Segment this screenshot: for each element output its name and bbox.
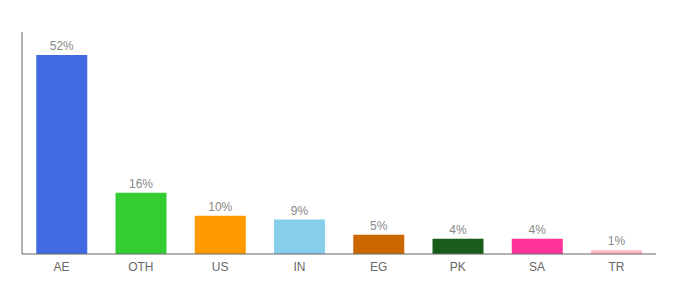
svg-text:TR: TR: [608, 260, 624, 274]
svg-text:5%: 5%: [370, 219, 388, 233]
svg-text:52%: 52%: [50, 39, 74, 53]
svg-text:IN: IN: [293, 260, 305, 274]
svg-text:4%: 4%: [529, 223, 547, 237]
svg-text:16%: 16%: [129, 177, 153, 191]
svg-text:4%: 4%: [449, 223, 467, 237]
svg-text:1%: 1%: [608, 234, 626, 248]
svg-text:US: US: [212, 260, 229, 274]
svg-text:OTH: OTH: [128, 260, 153, 274]
svg-text:AE: AE: [54, 260, 70, 274]
svg-text:EG: EG: [370, 260, 387, 274]
svg-text:9%: 9%: [291, 204, 309, 218]
svg-text:SA: SA: [529, 260, 545, 274]
svg-text:PK: PK: [450, 260, 466, 274]
svg-text:10%: 10%: [208, 200, 232, 214]
